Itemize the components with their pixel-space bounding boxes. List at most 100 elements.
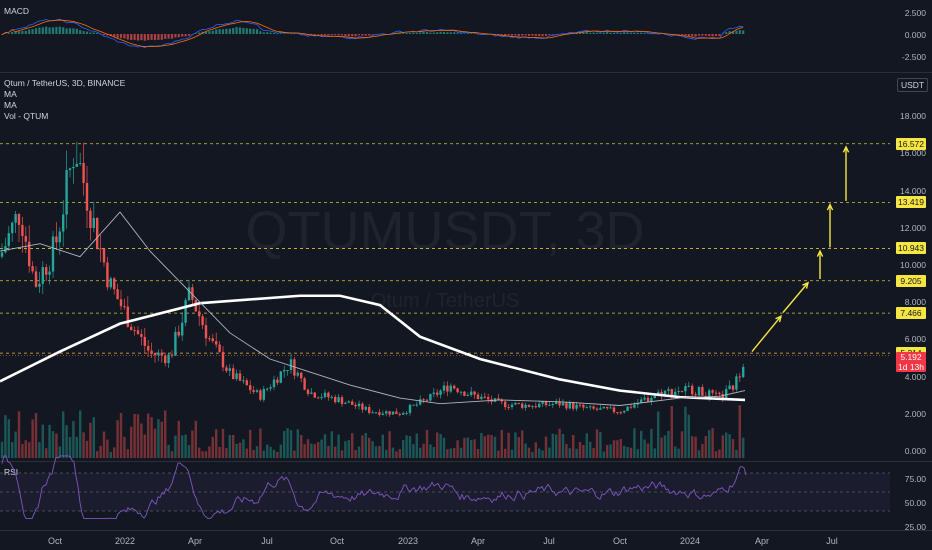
legend-ma-1[interactable]: MA: [4, 89, 17, 99]
volume-bar: [697, 450, 701, 458]
pane-separator[interactable]: [0, 72, 932, 73]
volume-bar: [0, 441, 4, 458]
macd-histogram-bar: [204, 31, 208, 34]
level-label[interactable]: 16.572: [896, 137, 926, 150]
volume-bar: [181, 435, 184, 458]
candle-body: [79, 162, 82, 164]
candle-body: [711, 390, 714, 393]
macd-histogram-bar: [48, 27, 51, 34]
level-label[interactable]: 9.205: [896, 274, 926, 287]
currency-button[interactable]: USDT: [897, 78, 929, 92]
pane-separator[interactable]: [0, 461, 932, 462]
volume-bar: [89, 422, 92, 458]
macd-histogram-bar: [602, 32, 605, 34]
macd-histogram-bar: [17, 31, 21, 34]
volume-bar: [374, 446, 378, 458]
candle-body: [412, 404, 415, 406]
time-tick: Apr: [470, 536, 486, 546]
macd-histogram-bar: [592, 32, 595, 34]
candle-body: [201, 316, 204, 326]
candle-body: [28, 241, 31, 267]
candle-body: [402, 412, 405, 415]
volume-bar: [731, 439, 735, 458]
volume-bar: [211, 436, 214, 458]
candle-body: [259, 390, 262, 400]
candle-body: [684, 386, 687, 392]
volume-bar: [381, 434, 384, 458]
macd-histogram-bar: [58, 26, 61, 34]
candle-body: [296, 372, 299, 376]
macd-histogram-bar: [606, 32, 609, 34]
macd-histogram-bar: [473, 33, 476, 34]
volume-bar: [153, 428, 157, 458]
macd-histogram-bar: [548, 34, 551, 35]
bar-countdown: 1d 13h: [898, 362, 924, 373]
macd-histogram-bar: [289, 33, 293, 35]
macd-histogram-bar: [402, 33, 405, 34]
macd-histogram-bar: [453, 32, 456, 34]
volume-bar: [215, 429, 218, 458]
macd-histogram-bar: [334, 34, 337, 36]
volume-bar: [364, 433, 367, 458]
volume-bar: [514, 432, 517, 458]
candle-body: [371, 412, 374, 414]
volume-bar: [473, 439, 476, 458]
candle-body: [544, 401, 548, 406]
volume-bar: [323, 434, 327, 458]
volume-bar: [606, 444, 609, 458]
candle-body: [245, 380, 248, 386]
macd-histogram-bar: [368, 34, 371, 36]
macd-histogram-bar: [75, 28, 78, 34]
volume-bar: [466, 437, 469, 458]
macd-histogram-bar: [245, 28, 248, 34]
volume-bar: [442, 437, 446, 458]
candle-body: [514, 402, 517, 405]
candle-body: [694, 394, 697, 396]
volume-bar: [378, 446, 381, 458]
legend-volume[interactable]: Vol - QTUM: [4, 111, 49, 121]
macd-histogram-bar: [320, 34, 323, 36]
candle-body: [585, 407, 588, 409]
volume-bar: [72, 421, 75, 458]
volume-bar: [177, 420, 180, 458]
macd-histogram-bar: [361, 34, 364, 36]
candle-body: [143, 336, 146, 346]
candle-body: [140, 333, 143, 337]
candle-body: [728, 385, 731, 390]
candle-body: [235, 373, 238, 379]
candle-body: [612, 407, 616, 413]
level-label[interactable]: 13.419: [896, 196, 926, 209]
macd-histogram-bar: [313, 34, 316, 36]
volume-bar: [361, 435, 364, 458]
macd-histogram-bar: [136, 34, 140, 41]
macd-histogram-bar: [589, 32, 592, 34]
macd-histogram-bar: [697, 34, 701, 36]
price-tag[interactable]: 5.192 1d 13h: [896, 352, 926, 373]
candle-body: [436, 392, 439, 395]
candle-body: [653, 395, 656, 398]
candle-body: [320, 397, 323, 399]
macd-histogram-bar: [7, 33, 10, 34]
volume-bar: [45, 448, 48, 458]
level-label[interactable]: 10.943: [896, 242, 926, 255]
time-tick: Apr: [754, 536, 770, 546]
candle-body: [31, 266, 34, 272]
volume-bar: [694, 436, 697, 458]
candle-body: [561, 402, 565, 406]
macd-histogram-bar: [255, 29, 259, 34]
volume-bar: [330, 431, 333, 458]
volume-bar: [657, 411, 660, 458]
volume-bar: [198, 447, 201, 458]
candle-body: [405, 412, 408, 414]
macd-histogram-bar: [31, 29, 34, 34]
volume-bar: [126, 449, 129, 458]
volume-bar: [347, 440, 350, 458]
volume-bar: [402, 440, 405, 458]
macd-histogram-bar: [623, 32, 626, 34]
level-label[interactable]: 7.466: [896, 307, 926, 320]
symbol-line[interactable]: Qtum / TetherUS, 3D, BINANCE: [4, 78, 126, 88]
volume-bar: [62, 411, 65, 458]
legend-ma-2[interactable]: MA: [4, 100, 17, 110]
candle-body: [45, 267, 48, 275]
